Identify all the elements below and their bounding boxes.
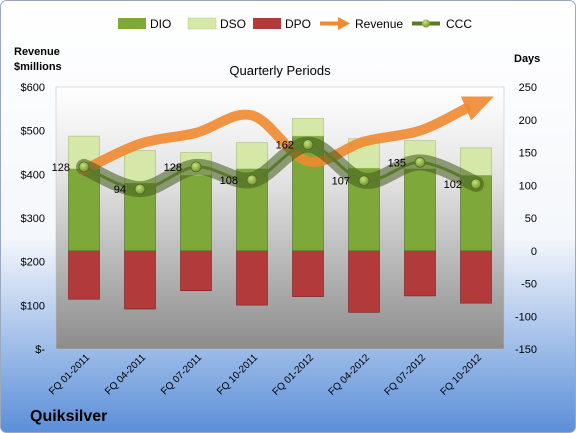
left-tick-label: $200 [21, 257, 45, 269]
right-tick-label: 250 [519, 82, 537, 94]
right-axis-title: Days [514, 53, 540, 65]
ccc-data-label: 94 [114, 184, 126, 196]
ccc-data-label: 108 [220, 175, 238, 187]
ccc-point [190, 161, 202, 173]
ccc-data-label: 128 [164, 162, 182, 174]
left-tick-label: $300 [21, 213, 45, 225]
legend-label-dio: DIO [150, 17, 171, 31]
ccc-line [83, 143, 477, 191]
ccc-point [470, 178, 482, 190]
right-tick-label: 50 [525, 213, 537, 225]
right-tick-label: 200 [519, 115, 537, 127]
bar-dio [180, 175, 212, 252]
left-axis-title-line2: $millions [14, 61, 62, 73]
bar-dio [404, 168, 436, 252]
ccc-point [78, 161, 90, 173]
bar-dio [68, 168, 100, 252]
revenue-arrowhead [460, 96, 494, 121]
chart-title: Quarterly Periods [229, 63, 331, 78]
left-tick-label: $100 [21, 300, 45, 312]
left-axis-title-line1: Revenue [14, 46, 60, 58]
bar-dpo [124, 250, 156, 310]
bars [68, 118, 492, 313]
ccc-data-label: 102 [444, 179, 462, 191]
revenue-series [79, 96, 494, 175]
right-tick-label: 0 [531, 246, 537, 258]
bar-dpo [236, 250, 268, 306]
bar-dpo [404, 250, 436, 297]
legend-label-dpo: DPO [285, 17, 311, 31]
legend-label-ccc: CCC [446, 17, 472, 31]
left-tick-label: $400 [21, 169, 45, 181]
company-name: Quiksilver [30, 408, 107, 425]
legend-swatch-dio [118, 18, 146, 29]
right-tick-label: -100 [515, 311, 537, 323]
ccc-data-label: 128 [52, 162, 70, 174]
ccc-data-label: 162 [276, 140, 294, 152]
bar-dpo [292, 250, 324, 297]
right-axis-ticks: -150 -100 -50 0 50 100 150 200 250 [515, 82, 537, 356]
right-tick-label: 150 [519, 148, 537, 160]
bar-dpo [348, 250, 380, 313]
right-tick-label: -50 [521, 279, 537, 291]
ccc-point [358, 175, 370, 187]
legend-label-revenue: Revenue [355, 17, 403, 31]
left-axis-ticks: $- $100 $200 $300 $400 $500 $600 [21, 82, 46, 356]
left-tick-label: $500 [21, 126, 45, 138]
legend-swatch-revenue [320, 17, 350, 30]
bar-dso [236, 142, 268, 170]
right-tick-label: -150 [515, 344, 537, 356]
legend-swatch-ccc [412, 19, 440, 28]
ccc-data-label: 107 [332, 176, 350, 188]
legend-swatch-dpo [253, 18, 281, 29]
bar-dso [292, 118, 324, 137]
legend: DIO DSO DPO Revenue CCC [118, 17, 472, 31]
legend-swatch-dso [187, 17, 217, 30]
ccc-point [246, 174, 258, 186]
revenue-line [79, 103, 471, 175]
legend-label-dso: DSO [220, 17, 246, 31]
bar-dpo [68, 250, 100, 300]
left-tick-label: $- [35, 344, 45, 356]
ccc-point [302, 139, 314, 151]
right-tick-label: 100 [519, 180, 537, 192]
ccc-series: 128 94 128 108 162 107 135 102 [52, 136, 484, 198]
ccc-point [134, 183, 146, 195]
ccc-point [414, 156, 426, 168]
ccc-data-label: 135 [388, 157, 406, 169]
left-tick-label: $600 [21, 82, 45, 94]
bar-dpo [460, 250, 492, 304]
bar-dpo [180, 250, 212, 292]
